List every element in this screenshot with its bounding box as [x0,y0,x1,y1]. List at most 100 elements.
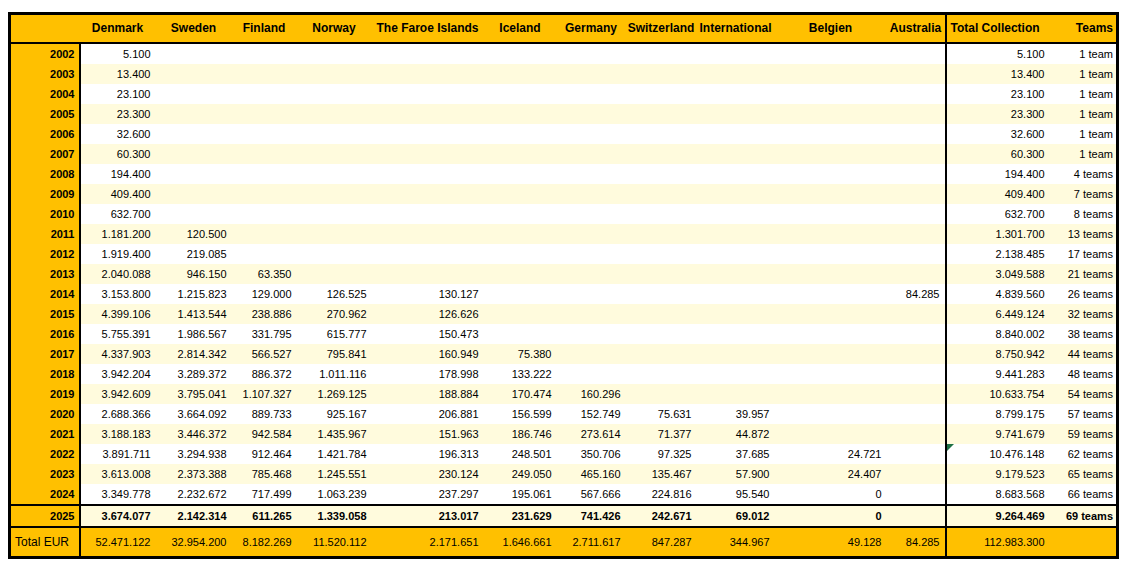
total-collection-cell-2015[interactable]: 6.449.124 [946,304,1052,324]
cell-2006-the-faroe-islands[interactable] [372,124,484,144]
total-cell-sweden[interactable]: 32.954.200 [156,527,232,558]
cell-2006-international[interactable] [697,124,775,144]
cell-2021-denmark[interactable]: 3.188.183 [80,424,156,444]
teams-cell-2011[interactable]: 13 teams [1052,224,1118,244]
cell-2013-germany[interactable] [557,264,626,284]
cell-2008-switzerland[interactable] [626,164,697,184]
cell-2024-international[interactable]: 95.540 [697,484,775,505]
cell-2024-sweden[interactable]: 2.232.672 [156,484,232,505]
total-collection-cell-2022[interactable]: 10.476.148 [946,444,1052,464]
cell-2011-belgien[interactable] [775,224,887,244]
cell-2018-international[interactable] [697,364,775,384]
cell-2011-switzerland[interactable] [626,224,697,244]
cell-2009-belgien[interactable] [775,184,887,204]
total-cell-denmark[interactable]: 52.471.122 [80,527,156,558]
cell-2005-switzerland[interactable] [626,104,697,124]
cell-2019-germany[interactable]: 160.296 [557,384,626,404]
cell-2002-sweden[interactable] [156,43,232,64]
column-header-germany[interactable]: Germany [557,14,626,44]
cell-2012-finland[interactable] [232,244,297,264]
cell-2022-iceland[interactable]: 248.501 [484,444,557,464]
cell-2022-international[interactable]: 37.685 [697,444,775,464]
column-header-denmark[interactable]: Denmark [80,14,156,44]
cell-2020-norway[interactable]: 925.167 [297,404,372,424]
row-header-2006[interactable]: 2006 [10,124,80,144]
cell-2003-belgien[interactable] [775,64,887,84]
cell-2004-norway[interactable] [297,84,372,104]
total-collection-cell-2023[interactable]: 9.179.523 [946,464,1052,484]
cell-2012-sweden[interactable]: 219.085 [156,244,232,264]
cell-2011-denmark[interactable]: 1.181.200 [80,224,156,244]
cell-2018-sweden[interactable]: 3.289.372 [156,364,232,384]
cell-2004-finland[interactable] [232,84,297,104]
cell-2018-finland[interactable]: 886.372 [232,364,297,384]
cell-2007-switzerland[interactable] [626,144,697,164]
cell-2003-norway[interactable] [297,64,372,84]
row-header-2016[interactable]: 2016 [10,324,80,344]
column-header-sweden[interactable]: Sweden [156,14,232,44]
cell-2016-australia[interactable] [887,324,946,344]
cell-2007-belgien[interactable] [775,144,887,164]
cell-2020-denmark[interactable]: 2.688.366 [80,404,156,424]
cell-2025-norway[interactable]: 1.339.058 [297,505,372,527]
row-header-2013[interactable]: 2013 [10,264,80,284]
total-cell-germany[interactable]: 2.711.617 [557,527,626,558]
total-collection-cell-2019[interactable]: 10.633.754 [946,384,1052,404]
cell-2023-australia[interactable] [887,464,946,484]
total-collection-cell-2021[interactable]: 9.741.679 [946,424,1052,444]
corner-cell[interactable] [10,14,80,44]
teams-cell-2006[interactable]: 1 team [1052,124,1118,144]
cell-2004-germany[interactable] [557,84,626,104]
cell-2022-finland[interactable]: 912.464 [232,444,297,464]
cell-2016-switzerland[interactable] [626,324,697,344]
cell-2012-norway[interactable] [297,244,372,264]
total-cell-australia[interactable]: 84.285 [887,527,946,558]
cell-2011-the-faroe-islands[interactable] [372,224,484,244]
cell-2021-switzerland[interactable]: 71.377 [626,424,697,444]
cell-2020-australia[interactable] [887,404,946,424]
cell-2011-germany[interactable] [557,224,626,244]
cell-2025-australia[interactable] [887,505,946,527]
cell-2008-international[interactable] [697,164,775,184]
cell-2021-iceland[interactable]: 186.746 [484,424,557,444]
cell-2023-sweden[interactable]: 2.373.388 [156,464,232,484]
cell-2018-norway[interactable]: 1.011.116 [297,364,372,384]
total-collection-cell-2003[interactable]: 13.400 [946,64,1052,84]
cell-2013-finland[interactable]: 63.350 [232,264,297,284]
cell-2010-iceland[interactable] [484,204,557,224]
cell-2021-germany[interactable]: 273.614 [557,424,626,444]
cell-2010-germany[interactable] [557,204,626,224]
cell-2013-international[interactable] [697,264,775,284]
cell-2005-iceland[interactable] [484,104,557,124]
cell-2015-australia[interactable] [887,304,946,324]
cell-2015-denmark[interactable]: 4.399.106 [80,304,156,324]
row-header-2011[interactable]: 2011 [10,224,80,244]
column-header-switzerland[interactable]: Switzerland [626,14,697,44]
row-header-2012[interactable]: 2012 [10,244,80,264]
cell-2005-denmark[interactable]: 23.300 [80,104,156,124]
cell-2007-australia[interactable] [887,144,946,164]
row-header-2024[interactable]: 2024 [10,484,80,505]
cell-2016-international[interactable] [697,324,775,344]
cell-2010-sweden[interactable] [156,204,232,224]
cell-2009-finland[interactable] [232,184,297,204]
cell-2010-norway[interactable] [297,204,372,224]
cell-2002-iceland[interactable] [484,43,557,64]
total-collection-cell-2014[interactable]: 4.839.560 [946,284,1052,304]
total-collection-cell-2016[interactable]: 8.840.002 [946,324,1052,344]
cell-2009-germany[interactable] [557,184,626,204]
cell-2011-norway[interactable] [297,224,372,244]
total-row-label[interactable]: Total EUR [10,527,80,558]
cell-2021-norway[interactable]: 1.435.967 [297,424,372,444]
teams-cell-2015[interactable]: 32 teams [1052,304,1118,324]
cell-2014-sweden[interactable]: 1.215.823 [156,284,232,304]
cell-2022-denmark[interactable]: 3.891.711 [80,444,156,464]
column-header-norway[interactable]: Norway [297,14,372,44]
cell-2018-denmark[interactable]: 3.942.204 [80,364,156,384]
cell-2002-international[interactable] [697,43,775,64]
cell-2013-sweden[interactable]: 946.150 [156,264,232,284]
cell-2008-norway[interactable] [297,164,372,184]
teams-cell-2007[interactable]: 1 team [1052,144,1118,164]
cell-2025-international[interactable]: 69.012 [697,505,775,527]
cell-2017-switzerland[interactable] [626,344,697,364]
